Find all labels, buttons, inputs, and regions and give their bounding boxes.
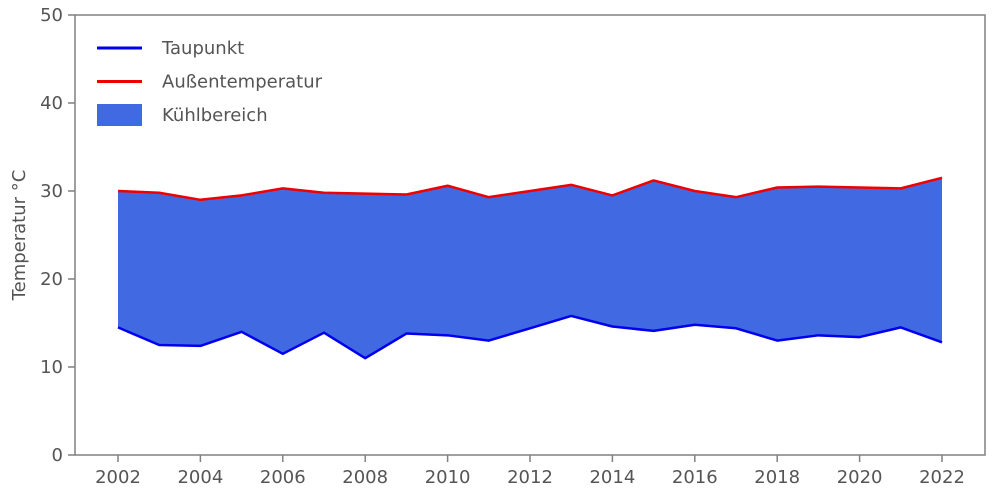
y-tick-label: 0: [52, 445, 63, 466]
x-tick-label: 2002: [95, 467, 141, 488]
x-tick-label: 2008: [342, 467, 388, 488]
y-tick-label: 10: [40, 357, 63, 378]
x-tick-label: 2004: [177, 467, 223, 488]
x-tick-label: 2022: [919, 467, 965, 488]
x-tick-label: 2006: [260, 467, 306, 488]
y-tick-label: 30: [40, 181, 63, 202]
x-tick-label: 2020: [837, 467, 883, 488]
y-axis: 0 10 20 30 40 50: [40, 5, 75, 466]
area-kuehlbereich: [118, 177, 942, 359]
x-tick-label: 2014: [589, 467, 635, 488]
x-tick-label: 2012: [507, 467, 553, 488]
line-taupunkt: [117, 314, 943, 360]
legend-sample-k-hlbereich: [97, 104, 142, 126]
legend: Taupunkt Außentemperatur Kühlbereich: [97, 38, 323, 126]
line-au-entemperatur: [117, 176, 943, 202]
y-tick-label: 20: [40, 269, 63, 290]
x-tick-label: 2010: [425, 467, 471, 488]
x-tick-label: 2016: [672, 467, 718, 488]
legend-label: Taupunkt: [161, 38, 244, 59]
x-axis: 2002 2004 2006 2008 2010 2012 2014 2016 2018 2020…: [95, 455, 965, 488]
x-tick-label: 2018: [754, 467, 800, 488]
y-axis-label: Temperatur °C: [9, 170, 30, 302]
y-tick-label: 50: [40, 5, 63, 26]
legend-label: Außentemperatur: [162, 72, 323, 93]
legend-label: Kühlbereich: [162, 105, 268, 126]
y-tick-label: 40: [40, 93, 63, 114]
